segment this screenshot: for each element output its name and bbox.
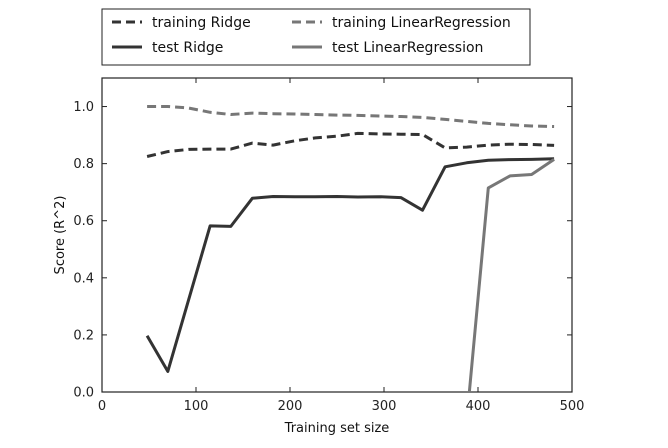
series-line-training-linearregression <box>147 105 555 128</box>
x-axis-label: Training set size <box>284 421 390 436</box>
x-tick-label: 300 <box>372 399 397 414</box>
series-group <box>145 105 555 392</box>
series-line-training-ridge <box>146 131 555 158</box>
x-tick-label: 0 <box>98 399 106 414</box>
y-tick-label: 0.8 <box>73 157 94 172</box>
plot-frame <box>101 77 573 393</box>
y-tick-label: 0.2 <box>73 328 94 343</box>
x-tick-label: 200 <box>278 399 303 414</box>
x-tick-label: 100 <box>184 399 209 414</box>
legend-label-test-linearregression: test LinearRegression <box>332 40 483 56</box>
y-tick-label: 0.0 <box>73 386 94 401</box>
series-line-test-ridge <box>145 157 555 373</box>
legend-label-training-ridge: training Ridge <box>152 15 251 31</box>
x-tick-label: 400 <box>466 399 491 414</box>
x-tick-label: 500 <box>560 399 585 414</box>
legend-box <box>101 8 531 66</box>
y-tick-label: 1.0 <box>73 100 94 115</box>
axis-ticks: 0 100 200 300 400 500 0.0 0.2 0.4 0.6 0.8 1.0 <box>73 78 584 414</box>
legend: training Ridge training LinearRegression t… <box>101 8 531 66</box>
y-tick-label: 0.6 <box>73 214 94 229</box>
y-axis-label: Score (R^2) <box>53 196 68 275</box>
y-tick-label: 0.4 <box>73 271 94 286</box>
series-line-test-linearregression <box>467 158 555 392</box>
legend-label-test-ridge: test Ridge <box>152 40 223 56</box>
legend-label-training-linearregression: training LinearRegression <box>332 15 511 31</box>
